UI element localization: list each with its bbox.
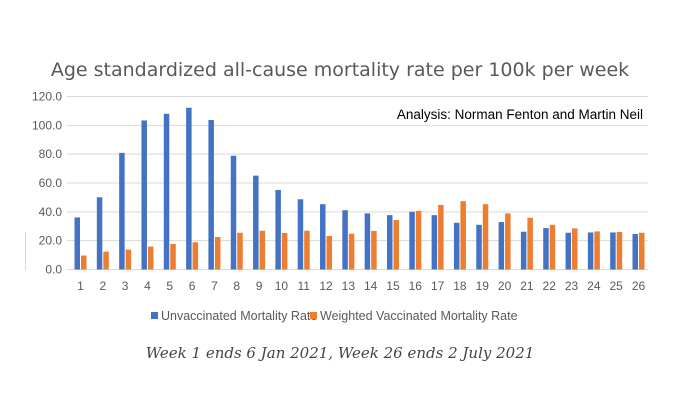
bar-vaccinated (482, 204, 489, 270)
bar-vaccinated (281, 233, 288, 270)
bar-vaccinated (192, 242, 199, 270)
bar-vaccinated (147, 246, 154, 270)
bar-unvaccinated (520, 231, 527, 270)
legend-swatch-unvaccinated (151, 312, 158, 319)
bar-chart: Age standardized all-cause mortality rat… (25, 59, 648, 323)
legend-swatch-vaccinated (310, 312, 317, 319)
x-tick-label: 22 (543, 279, 557, 293)
bars (74, 107, 645, 270)
y-axis-ticks: 0.0 20.0 40.0 60.0 80.0 100.0 120.0 (32, 90, 62, 277)
bar-unvaccinated (253, 175, 259, 270)
bar-unvaccinated (275, 189, 281, 270)
y-tick-label: 120.0 (32, 90, 62, 104)
x-tick-label: 19 (476, 279, 490, 293)
bar-vaccinated (81, 255, 87, 270)
bar-unvaccinated (543, 228, 549, 270)
y-tick-label: 80.0 (39, 147, 63, 161)
analysis-annotation: Analysis: Norman Fenton and Martin Neil (397, 107, 643, 122)
legend-label-vaccinated: Weighted Vaccinated Mortality Rate (320, 309, 518, 323)
bar-unvaccinated (587, 232, 594, 270)
bar-vaccinated (304, 230, 310, 270)
x-tick-label: 2 (99, 279, 106, 293)
y-tick-label: 20.0 (39, 234, 63, 248)
bar-vaccinated (594, 231, 600, 270)
x-tick-label: 16 (409, 279, 423, 293)
bar-unvaccinated (208, 119, 214, 270)
bar-vaccinated (616, 232, 623, 270)
x-tick-label: 18 (453, 279, 467, 293)
x-tick-label: 17 (431, 279, 445, 293)
y-tick-label: 0.0 (45, 263, 62, 277)
bar-vaccinated (460, 201, 466, 270)
x-tick-label: 14 (364, 279, 378, 293)
x-tick-label: 25 (610, 279, 624, 293)
bar-unvaccinated (74, 217, 80, 270)
bar-unvaccinated (141, 120, 147, 270)
bar-unvaccinated (230, 155, 237, 270)
x-tick-label: 5 (166, 279, 173, 293)
y-tick-label: 60.0 (39, 176, 63, 190)
bar-unvaccinated (163, 113, 170, 270)
x-tick-label: 15 (386, 279, 400, 293)
x-tick-label: 11 (297, 279, 310, 293)
legend: Unvaccinated Mortality Rate Weighted Vacc… (151, 309, 518, 323)
bar-unvaccinated (409, 211, 415, 270)
bar-unvaccinated (342, 210, 348, 270)
bar-unvaccinated (320, 204, 326, 270)
bar-vaccinated (214, 237, 221, 270)
x-tick-label: 3 (122, 279, 129, 293)
y-tick-label: 40.0 (39, 205, 63, 219)
x-tick-label: 24 (587, 279, 601, 293)
x-axis-ticks: 1 2 3 4 5 6 7 8 9 10 11 12 13 14 15 16 17 18 19 20 21 22 23 24 2… (77, 279, 645, 293)
bar-unvaccinated (364, 213, 371, 270)
x-tick-label: 12 (319, 279, 333, 293)
bar-vaccinated (125, 249, 132, 270)
gridlines (67, 96, 648, 270)
date-range-caption: Week 1 ends 6 Jan 2021, Week 26 ends 2 J… (145, 344, 535, 362)
x-tick-label: 21 (520, 279, 534, 293)
bar-unvaccinated (610, 232, 616, 270)
x-tick-label: 8 (233, 279, 240, 293)
x-tick-label: 1 (77, 279, 84, 293)
bar-vaccinated (348, 233, 355, 270)
bar-vaccinated (639, 232, 645, 270)
bar-vaccinated (527, 217, 533, 270)
bar-vaccinated (170, 243, 176, 270)
bar-vaccinated (103, 251, 109, 270)
bar-unvaccinated (565, 232, 572, 270)
bar-unvaccinated (476, 224, 482, 270)
bar-unvaccinated (96, 197, 103, 270)
x-tick-label: 7 (211, 279, 218, 293)
x-tick-label: 4 (144, 279, 151, 293)
bar-vaccinated (572, 228, 578, 270)
bar-vaccinated (415, 210, 422, 270)
bar-unvaccinated (297, 199, 304, 270)
x-tick-label: 6 (189, 279, 196, 293)
x-tick-label: 20 (498, 279, 512, 293)
chart-title: Age standardized all-cause mortality rat… (51, 59, 629, 81)
x-tick-label: 13 (342, 279, 356, 293)
bar-unvaccinated (431, 215, 438, 270)
y-tick-label: 100.0 (32, 118, 62, 132)
bar-vaccinated (237, 232, 243, 270)
x-tick-label: 23 (565, 279, 579, 293)
x-tick-label: 10 (275, 279, 289, 293)
bar-vaccinated (438, 204, 444, 270)
bar-unvaccinated (632, 234, 638, 270)
bar-unvaccinated (186, 107, 192, 270)
bar-vaccinated (505, 213, 511, 270)
bar-unvaccinated (498, 222, 505, 270)
x-tick-label: 9 (256, 279, 263, 293)
bar-vaccinated (371, 231, 377, 270)
bar-vaccinated (326, 236, 333, 270)
bar-unvaccinated (453, 222, 460, 270)
bar-unvaccinated (119, 152, 125, 270)
legend-label-unvaccinated: Unvaccinated Mortality Rate (161, 309, 317, 323)
bar-vaccinated (393, 220, 399, 270)
x-tick-label: 26 (632, 279, 646, 293)
bar-unvaccinated (386, 215, 393, 270)
bar-vaccinated (259, 230, 266, 270)
bar-vaccinated (549, 224, 556, 270)
